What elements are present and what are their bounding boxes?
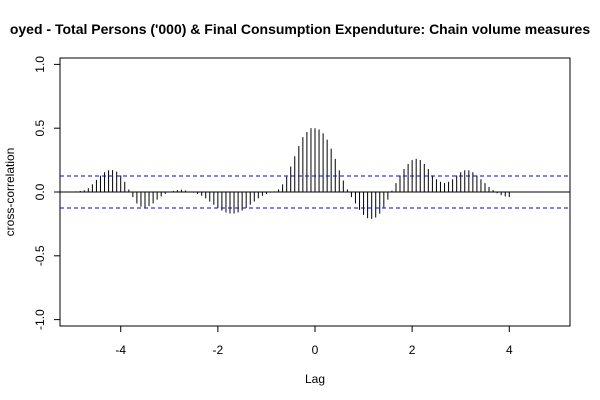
y-axis: -1.0 -0.5 0.0 0.5 1.0	[33, 56, 61, 330]
x-tick-label: 0	[312, 343, 319, 357]
chart-title: oyed - Total Persons ('000) & Final Cons…	[10, 21, 590, 37]
y-tick-label: 0.0	[33, 183, 47, 200]
x-axis-label: Lag	[305, 372, 325, 386]
y-axis-label: cross-correlation	[3, 148, 17, 237]
y-tick-label: 0.5	[33, 120, 47, 137]
y-tick-label: -1.0	[33, 309, 47, 330]
x-tick-label: -4	[115, 343, 126, 357]
x-tick-label: -2	[213, 343, 224, 357]
spikes-layer	[71, 128, 510, 219]
x-tick-label: 2	[409, 343, 416, 357]
x-axis: -4 -2 0 2 4	[115, 325, 513, 357]
y-tick-label: 1.0	[33, 56, 47, 73]
y-tick-label: -0.5	[33, 245, 47, 266]
x-tick-label: 4	[506, 343, 513, 357]
